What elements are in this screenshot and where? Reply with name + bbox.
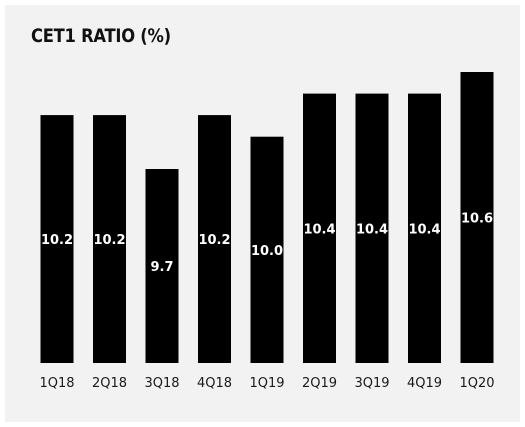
x-tick-label: 1Q20 <box>459 376 494 391</box>
bar-value-label: 10.4 <box>356 222 388 237</box>
x-tick-label: 3Q18 <box>144 376 179 391</box>
bar-4q19 <box>408 93 441 363</box>
x-tick-label: 1Q18 <box>39 376 74 391</box>
bar-value-label: 10.4 <box>408 222 440 237</box>
bar-1q18 <box>40 115 74 363</box>
bar-value-label: 10.0 <box>251 244 283 259</box>
bar-4q18 <box>198 115 231 363</box>
bar-3q19 <box>355 93 389 363</box>
x-tick-label: 1Q19 <box>249 376 284 391</box>
bar-value-label: 9.7 <box>150 260 173 275</box>
bar-2q19 <box>303 93 336 363</box>
bar-value-label: 10.2 <box>41 233 73 248</box>
bar-value-label: 10.6 <box>461 212 493 227</box>
bar-2q18 <box>93 115 126 363</box>
x-tick-label: 3Q19 <box>354 376 389 391</box>
bar-1q20 <box>460 72 494 363</box>
x-tick-label: 2Q19 <box>302 376 337 391</box>
bar-value-label: 10.2 <box>93 233 125 248</box>
x-tick-label: 4Q18 <box>197 376 232 391</box>
bar-1q19 <box>250 136 284 363</box>
chart-title: CET1 RATIO (%) <box>31 25 171 47</box>
x-tick-label: 4Q19 <box>407 376 442 391</box>
bar-value-label: 10.4 <box>303 222 335 237</box>
bar-3q18 <box>145 169 179 363</box>
bar-value-label: 10.2 <box>198 233 230 248</box>
x-tick-label: 2Q18 <box>92 376 127 391</box>
